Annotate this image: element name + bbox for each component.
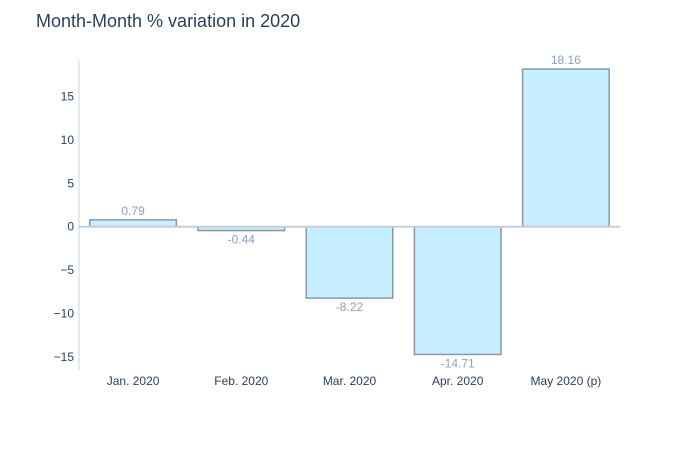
data-label: -14.71 (441, 356, 475, 370)
data-label: -8.22 (336, 300, 364, 314)
x-tick-label: Jan. 2020 (107, 374, 160, 388)
y-tick-label: −10 (54, 307, 75, 321)
y-axis-ticks: −15 −10 −5 0 5 10 15 (54, 89, 75, 364)
y-tick-label: 5 (67, 176, 74, 190)
x-axis-ticks: Jan. 2020 Feb. 2020 Mar. 2020 Apr. 2020 May … (107, 374, 602, 388)
y-tick-label: 0 (67, 220, 74, 234)
x-tick-label: Feb. 2020 (214, 374, 268, 388)
bar (305, 225, 394, 299)
data-label: -0.44 (228, 233, 256, 247)
y-tick-label: 15 (61, 89, 75, 103)
y-tick-label: −5 (60, 263, 74, 277)
y-tick-label: −15 (54, 350, 75, 364)
x-tick-label: Apr. 2020 (432, 374, 484, 388)
chart-title: Month-Month % variation in 2020 (36, 11, 301, 31)
data-label: 0.79 (121, 204, 145, 218)
y-tick-label: 10 (61, 133, 75, 147)
bar (413, 225, 502, 356)
bars-group (89, 68, 610, 356)
bar (89, 219, 178, 228)
bar (521, 68, 610, 228)
data-label: 18.16 (551, 53, 581, 67)
x-tick-label: May 2020 (p) (531, 374, 602, 388)
x-tick-label: Mar. 2020 (323, 374, 377, 388)
data-labels-group: 0.79 -0.44 -8.22 -14.71 18.16 (121, 53, 581, 370)
